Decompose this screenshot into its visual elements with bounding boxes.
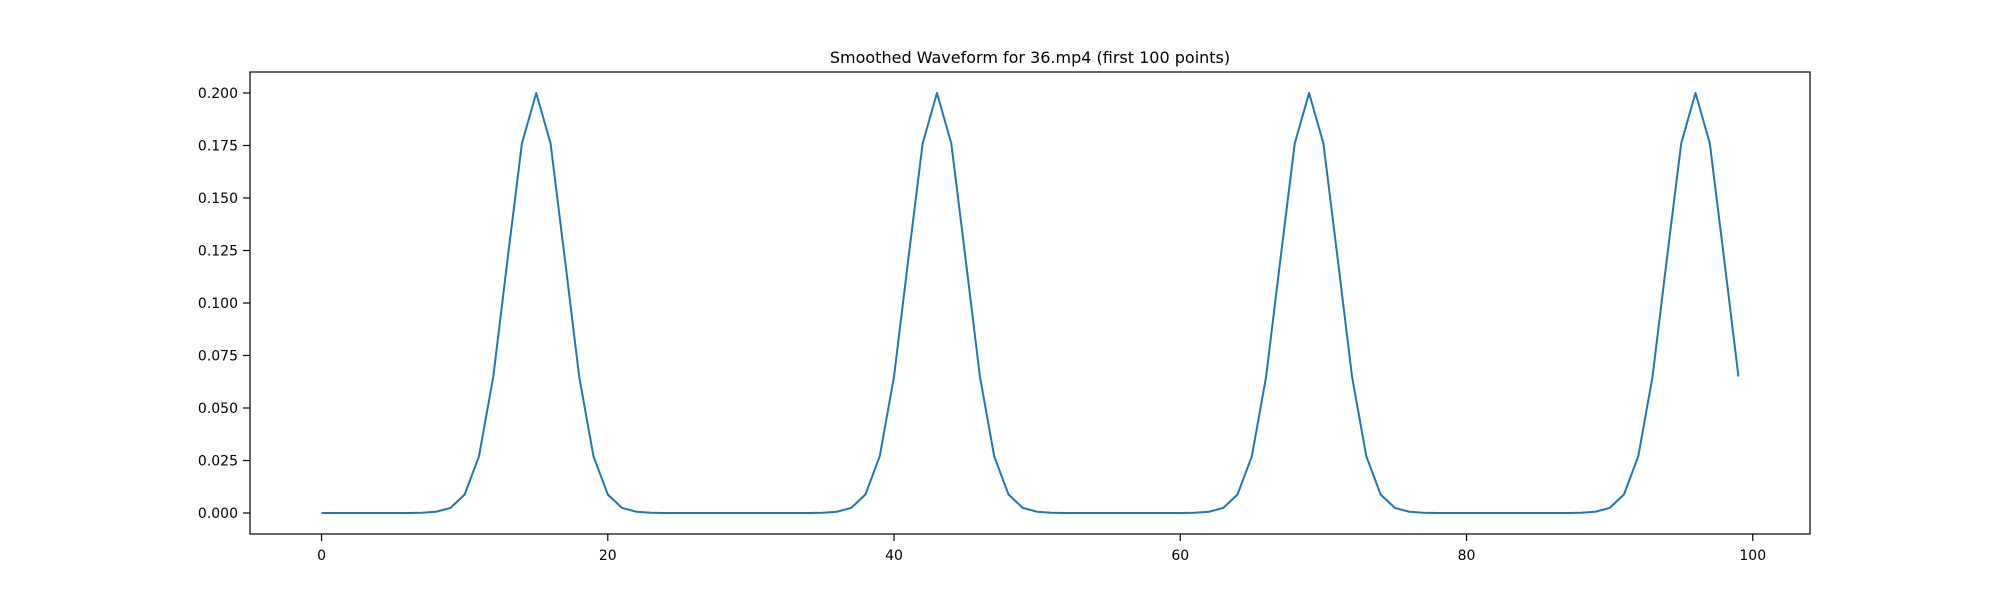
x-tick-label: 80 bbox=[1458, 548, 1476, 564]
y-tick-label: 0.150 bbox=[198, 191, 238, 207]
x-tick-label: 20 bbox=[599, 548, 617, 564]
chart-title: Smoothed Waveform for 36.mp4 (first 100 … bbox=[830, 48, 1230, 67]
y-tick-label: 0.175 bbox=[198, 139, 238, 155]
waveform-line bbox=[321, 92, 1740, 514]
y-tick-label: 0.075 bbox=[198, 349, 238, 365]
y-tick-label: 0.050 bbox=[198, 401, 238, 417]
y-tick-label: 0.200 bbox=[198, 86, 238, 102]
x-tick-label: 0 bbox=[317, 548, 326, 564]
x-tick-label: 40 bbox=[885, 548, 903, 564]
x-tick-label: 60 bbox=[1171, 548, 1189, 564]
x-tick-label: 100 bbox=[1739, 548, 1766, 564]
x-axis: 0 20 40 60 80 100 bbox=[317, 534, 1766, 564]
y-axis: 0.000 0.025 0.050 0.075 0.100 0.125 0.150 0.175… bbox=[198, 86, 250, 522]
y-tick-label: 0.100 bbox=[198, 296, 238, 312]
plot-frame bbox=[249, 71, 1811, 535]
y-tick-label: 0.000 bbox=[198, 506, 238, 522]
y-tick-label: 0.125 bbox=[198, 244, 238, 260]
y-tick-label: 0.025 bbox=[198, 454, 238, 470]
